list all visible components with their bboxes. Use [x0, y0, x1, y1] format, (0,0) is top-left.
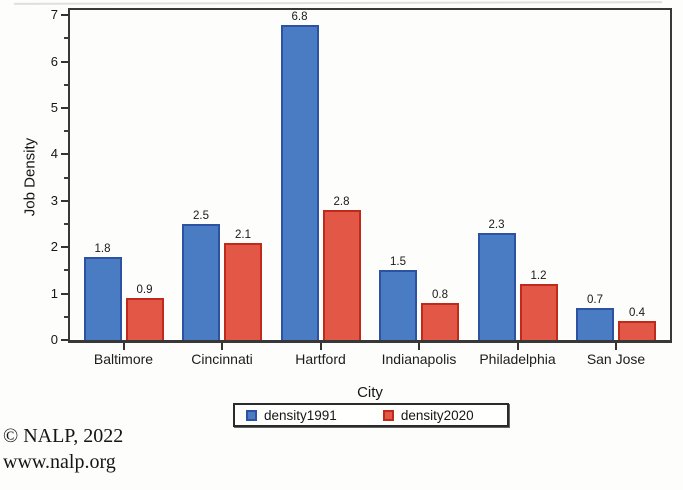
x-axis-category-label: Philadelphia [479, 351, 556, 367]
copyright-text: © NALP, 2022 www.nalp.org [3, 423, 123, 475]
legend-label: density2020 [400, 407, 474, 423]
x-axis-category-label: Baltimore [93, 351, 154, 367]
bar-group-cincinnati: 2.5 2.1 [182, 210, 262, 340]
website-line: www.nalp.org [3, 451, 116, 473]
bar-density2020-baltimore: 0.9 [125, 284, 164, 340]
plot-area: 0 1 2 3 4 5 6 7 1.8 0.9 2.5 2.1 6.8 2.8 1.5 0.8 2.3 1.2 0.… [51, 8, 670, 350]
legend-item-density1991: density1991 [246, 408, 337, 423]
bar-density1991-indianapolis: 1.5 [379, 256, 417, 340]
y-axis-minor-tick [64, 176, 69, 179]
x-axis-tick [516, 343, 519, 350]
x-axis-tick [418, 343, 420, 350]
bar-group-san-jose: 0.7 0.4 [576, 294, 656, 340]
bar-value-label: 2.1 [235, 228, 251, 241]
y-axis-major-tick [61, 107, 69, 109]
x-axis-category-label: Cincinnati [191, 351, 253, 367]
bar-density2020-cincinnati: 2.1 [224, 229, 262, 340]
y-axis-minor-tick [64, 223, 69, 225]
y-axis-minor-tick [64, 269, 69, 272]
bar-value-label: 0.8 [432, 288, 448, 301]
x-axis-category-label: Hartford [295, 351, 346, 367]
bar-value-label: 1.5 [390, 256, 406, 269]
x-axis-tick [221, 343, 223, 350]
y-axis-tick-label: 1 [50, 285, 58, 301]
bar-value-label: 1.8 [94, 242, 111, 255]
bar-density1991-baltimore: 1.8 [83, 243, 122, 340]
y-axis-major-tick [61, 153, 69, 156]
bar-density1991-philadelphia: 2.3 [477, 219, 516, 340]
bar-value-label: 0.9 [136, 284, 153, 297]
x-axis-category-label: San Jose [586, 351, 646, 367]
bar-group-baltimore: 1.8 0.9 [83, 243, 164, 340]
y-axis-minor-tick [64, 130, 69, 133]
y-axis-tick-label: 5 [50, 100, 58, 115]
legend-item-density2020: density2020 [382, 407, 474, 423]
y-axis-tick-label: 4 [50, 146, 58, 162]
legend-swatch-density1991 [246, 409, 257, 421]
y-axis-minor-tick [64, 315, 69, 318]
legend-label: density1991 [264, 407, 337, 423]
x-axis-tick [615, 343, 617, 350]
y-axis-minor-tick [64, 37, 69, 40]
x-axis-tick [319, 343, 322, 350]
y-axis-major-tick [61, 339, 69, 341]
bar-group-hartford: 6.8 2.8 [280, 11, 361, 340]
y-axis-major-tick [61, 14, 69, 17]
bar-value-label: 2.8 [333, 196, 350, 209]
y-axis-major-tick [61, 60, 69, 63]
bar-density2020-san-jose: 0.4 [618, 307, 656, 340]
y-axis-major-tick [61, 292, 69, 295]
y-axis-major-tick [61, 199, 69, 202]
bar-value-label: 1.2 [530, 270, 547, 283]
x-axis-title: City [357, 384, 383, 401]
bar-density1991-hartford: 6.8 [280, 11, 319, 340]
y-axis-tick-label: 3 [50, 192, 58, 208]
legend: density1991 density2020 [233, 403, 509, 427]
legend-swatch-density2020 [382, 409, 394, 421]
bar-group-indianapolis: 1.5 0.8 [379, 256, 459, 340]
bar-density2020-hartford: 2.8 [322, 196, 361, 340]
y-axis-tick-label: 6 [50, 53, 58, 69]
bar-density1991-san-jose: 0.7 [576, 294, 614, 340]
y-axis-tick-label: 0 [50, 332, 58, 347]
y-axis-major-tick [61, 246, 69, 249]
copyright-line: © NALP, 2022 [3, 425, 124, 447]
bar-value-label: 2.3 [488, 219, 505, 232]
bar-group-philadelphia: 2.3 1.2 [477, 219, 558, 340]
bar-density2020-philadelphia: 1.2 [519, 270, 558, 340]
bar-density2020-indianapolis: 0.8 [421, 289, 459, 340]
plot-frame: 0 1 2 3 4 5 6 7 1.8 0.9 2.5 2.1 6.8 2.8 1.5 0.8 2.3 1.2 0.… [51, 8, 672, 350]
scan-artifact-line [13, 1, 663, 5]
x-axis-category-label: Indianapolis [381, 351, 457, 367]
y-axis-tick-label: 2 [50, 239, 58, 255]
bar-value-label: 0.7 [587, 293, 603, 306]
bar-value-label: 0.4 [629, 307, 645, 320]
y-axis-tick-label: 7 [50, 7, 58, 23]
bar-value-label: 6.8 [291, 10, 308, 23]
x-axis-tick [122, 343, 125, 350]
bar-density1991-cincinnati: 2.5 [182, 210, 220, 340]
y-axis-minor-tick [64, 83, 69, 86]
bar-value-label: 2.5 [193, 210, 209, 222]
